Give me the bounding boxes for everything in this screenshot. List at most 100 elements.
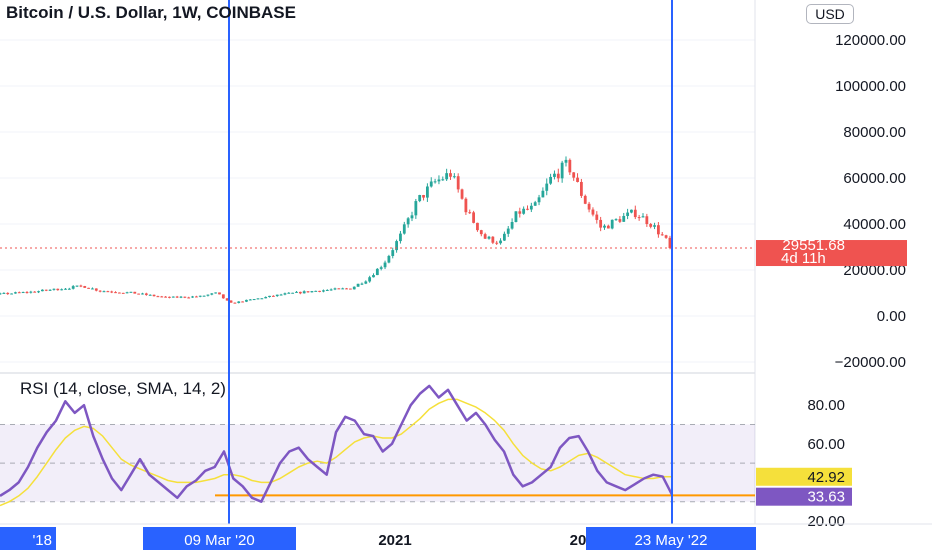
currency-button[interactable]: USD (806, 4, 854, 24)
candle (514, 211, 518, 222)
candle (529, 205, 533, 210)
candle (618, 219, 622, 222)
candle (587, 203, 591, 210)
rsi-axis[interactable]: 80.00 60.00 20.00 42.92 33.63 (756, 397, 852, 530)
candle (410, 215, 414, 219)
candle (17, 292, 21, 294)
candle (560, 162, 564, 179)
candle (614, 219, 618, 221)
candle (379, 267, 383, 269)
candle (198, 295, 202, 297)
symbol-title[interactable]: Bitcoin / U.S. Dollar, 1W, COINBASE (6, 3, 296, 22)
candle (306, 291, 310, 293)
candle (233, 302, 237, 304)
candle (337, 288, 341, 290)
candle (283, 293, 287, 295)
rsi-value-label: 33.63 (807, 489, 845, 506)
candle (264, 297, 268, 299)
candle (187, 297, 191, 299)
candle (360, 283, 364, 285)
candle (191, 296, 194, 298)
candle (33, 291, 37, 293)
candle (225, 298, 229, 301)
candle (383, 262, 387, 268)
candle (437, 179, 441, 182)
candle (522, 208, 526, 214)
candle (314, 290, 318, 292)
rsi-value-tag (756, 487, 852, 506)
price-axis-label: 120000.00 (835, 32, 906, 49)
candle (79, 285, 83, 287)
candle (487, 236, 491, 239)
candle (553, 173, 556, 177)
candle (549, 176, 552, 184)
candle (194, 296, 198, 298)
candle (483, 234, 487, 239)
candle (302, 291, 306, 294)
candle (0, 293, 2, 295)
candle (603, 225, 606, 228)
time-axis-label: 2021 (378, 532, 411, 549)
candle (368, 277, 372, 282)
candle (40, 289, 44, 292)
time-axis[interactable]: 2021 20 '18 09 Mar '20 23 May '22 (0, 523, 932, 550)
candle (52, 288, 56, 290)
candle (591, 209, 595, 215)
price-axis-label: 80000.00 (843, 124, 906, 141)
candle (271, 295, 275, 297)
candle (429, 181, 433, 187)
candle (133, 291, 137, 294)
candle (98, 290, 102, 292)
last-price-label: 29551.68 (782, 237, 845, 254)
candle (241, 301, 244, 303)
candle (287, 292, 291, 294)
candle (21, 292, 25, 294)
rsi-axis-label: 60.00 (807, 436, 845, 453)
price-axis-label: 40000.00 (843, 216, 906, 233)
candle (71, 286, 75, 289)
price-axis-label: 100000.00 (835, 78, 906, 95)
candle (656, 225, 660, 235)
candle (268, 295, 271, 298)
candle (660, 234, 664, 236)
last-price-tag-bg (756, 240, 907, 267)
candle (333, 288, 337, 290)
rsi-indicator-title[interactable]: RSI (14, close, SMA, 14, 2) (20, 379, 226, 398)
candle (399, 233, 402, 242)
rsi-line (0, 384, 674, 503)
candle (148, 294, 152, 296)
time-axis-highlight-label: 09 Mar '20 (184, 532, 254, 549)
candle (341, 288, 345, 290)
candle (102, 291, 106, 293)
candle (364, 281, 368, 284)
candle (653, 225, 656, 227)
candle (445, 173, 449, 180)
candle (606, 225, 610, 229)
candle (526, 208, 529, 210)
candle (75, 285, 79, 287)
candle (537, 197, 541, 203)
candle (248, 299, 252, 301)
candle (29, 291, 33, 293)
bar-countdown-label: 4d 11h (781, 250, 826, 267)
candle (156, 296, 160, 298)
candle (175, 296, 179, 298)
candle (179, 296, 183, 298)
price-axis[interactable]: 120000.00 100000.00 80000.00 60000.00 40000.… (835, 32, 906, 371)
candle (256, 298, 260, 300)
candle (610, 219, 614, 229)
candle (425, 186, 429, 198)
candle (348, 288, 352, 290)
candle (2, 292, 6, 294)
candle (325, 289, 329, 291)
candle (218, 292, 221, 295)
candle (94, 288, 98, 291)
candle (56, 288, 60, 291)
candle (499, 240, 502, 244)
candle (583, 195, 587, 204)
candle (137, 293, 141, 295)
candle (460, 189, 464, 199)
candle (452, 176, 456, 178)
